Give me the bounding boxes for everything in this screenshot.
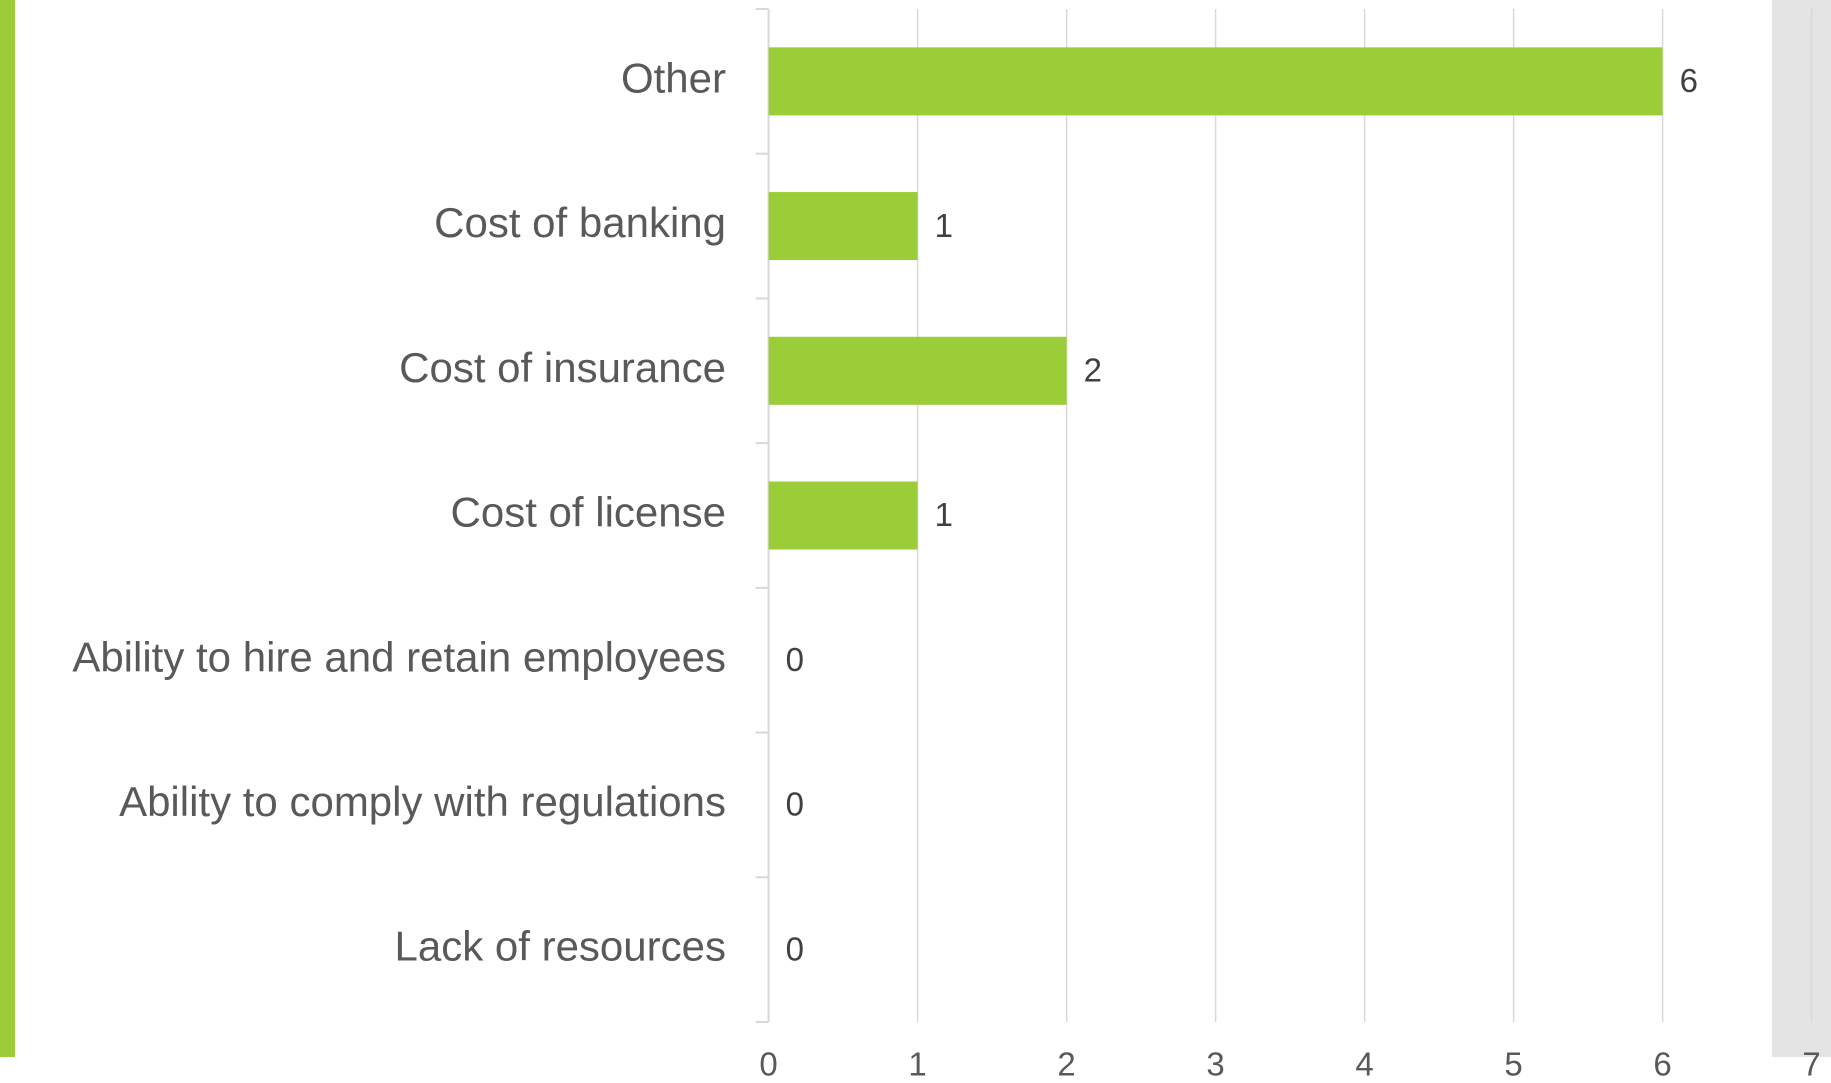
data-label: 0: [786, 641, 804, 678]
x-tick-label: 3: [1206, 1046, 1224, 1083]
x-tick-label: 6: [1653, 1046, 1671, 1083]
y-tick-label: Other: [621, 54, 726, 101]
data-label: 1: [935, 496, 953, 533]
bar: [768, 336, 1067, 405]
x-tick-label: 4: [1355, 1046, 1373, 1083]
data-label: 0: [786, 786, 804, 823]
accent-bar: [0, 0, 15, 1057]
x-tick-label: 7: [1802, 1046, 1820, 1083]
data-label: 6: [1680, 62, 1698, 99]
data-label: 0: [786, 930, 804, 967]
x-tick-label: 2: [1057, 1046, 1075, 1083]
bar: [768, 47, 1663, 116]
y-tick-label: Cost of banking: [434, 199, 726, 246]
y-tick-label: Lack of resources: [395, 923, 727, 970]
x-tick-label: 5: [1504, 1046, 1522, 1083]
data-label: 1: [935, 207, 953, 244]
bar: [768, 481, 918, 550]
y-tick-label: Cost of insurance: [399, 344, 726, 391]
x-tick-label: 0: [759, 1046, 777, 1083]
bar: [768, 192, 918, 261]
side-panel: [1772, 0, 1831, 1057]
y-tick-label: Ability to comply with regulations: [119, 778, 726, 825]
y-tick-label: Cost of license: [451, 489, 726, 536]
y-tick-label: Ability to hire and retain employees: [72, 633, 726, 680]
x-tick-label: 1: [908, 1046, 926, 1083]
data-label: 2: [1084, 352, 1102, 389]
